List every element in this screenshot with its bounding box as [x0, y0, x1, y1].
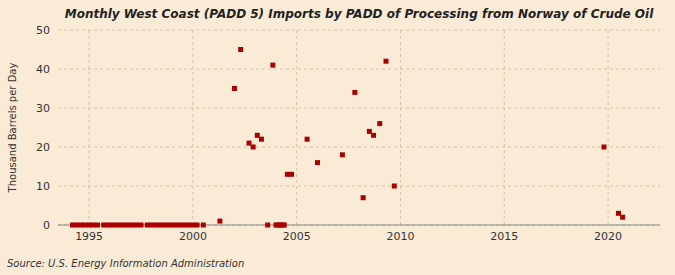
title: Monthly West Coast (PADD 5) Imports by P… — [65, 7, 654, 21]
point — [305, 137, 310, 142]
x-tick-label: 2015 — [490, 230, 518, 243]
point — [259, 137, 264, 142]
y-tick-label: 50 — [36, 24, 50, 37]
y-tick-label: 0 — [43, 219, 50, 232]
point — [620, 215, 625, 220]
grid-line-y — [58, 108, 660, 109]
tick-labels: 1995 2000 2005 2010 2015 2020 0 10 20 30 40 50 — [36, 24, 622, 243]
point — [201, 223, 206, 228]
x-tick-label: 2005 — [283, 230, 311, 243]
point — [270, 63, 275, 68]
point — [217, 219, 222, 224]
point — [139, 223, 144, 228]
point — [392, 184, 397, 189]
grid-line-y — [58, 30, 660, 31]
y-tick-label: 10 — [36, 180, 50, 193]
y-tick-label: 30 — [36, 102, 50, 115]
y-tick-label: 40 — [36, 63, 50, 76]
grid-line-x — [400, 30, 401, 225]
point — [265, 223, 270, 228]
points — [70, 47, 625, 228]
point — [95, 223, 100, 228]
y-tick-label: 20 — [36, 141, 50, 154]
point — [282, 223, 287, 228]
point — [251, 145, 256, 150]
background — [0, 0, 675, 275]
point — [315, 160, 320, 165]
grid-line-y — [58, 186, 660, 187]
x-tick-label: 1995 — [75, 230, 103, 243]
source-note: Source: U.S. Energy Information Administ… — [7, 258, 244, 269]
point — [371, 133, 376, 138]
grid-line-x — [504, 30, 505, 225]
grid-line-x — [296, 30, 297, 225]
grid-line-x — [192, 30, 193, 225]
point — [289, 172, 294, 177]
point — [361, 195, 366, 200]
point — [232, 86, 237, 91]
grid-line-y — [58, 147, 660, 148]
x-tick-label: 2020 — [594, 230, 622, 243]
point — [238, 47, 243, 52]
point — [377, 121, 382, 126]
x-tick-label: 2000 — [179, 230, 207, 243]
y-axis-label: Thousand Barrels per Day — [7, 63, 18, 194]
x-tick-label: 2010 — [387, 230, 415, 243]
point — [383, 59, 388, 64]
point — [195, 223, 200, 228]
grid — [58, 30, 660, 225]
grid-line-x — [89, 30, 90, 225]
chart: 1995 2000 2005 2010 2015 2020 0 10 20 30 40 50 Month… — [0, 0, 675, 275]
grid-line-x — [608, 30, 609, 225]
point — [352, 90, 357, 95]
grid-line-y — [58, 69, 660, 70]
point — [601, 145, 606, 150]
point — [340, 152, 345, 157]
